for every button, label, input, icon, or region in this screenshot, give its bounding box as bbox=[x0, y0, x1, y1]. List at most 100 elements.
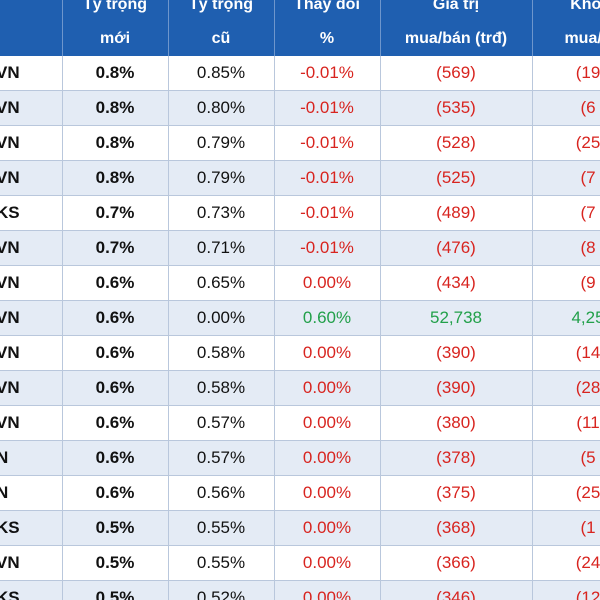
cell-stock-code: VN bbox=[0, 265, 63, 301]
cell-trade-value: (569) bbox=[380, 56, 533, 91]
cell-weight-change: 0.00% bbox=[274, 580, 381, 600]
cell-trade-value: (434) bbox=[380, 265, 533, 301]
cell-weight-change: 0.00% bbox=[274, 335, 381, 371]
cell-trade-value: (375) bbox=[380, 475, 533, 511]
cell-trade-volume: (14 bbox=[532, 335, 600, 371]
table-row: VN 0.8% 0.85% -0.01% (569) (19 bbox=[0, 56, 600, 91]
table-row: N 0.6% 0.57% 0.00% (378) (5 bbox=[0, 440, 600, 476]
table-row: VN 0.5% 0.55% 0.00% (366) (24 bbox=[0, 545, 600, 581]
cell-trade-volume: (11 bbox=[532, 405, 600, 441]
cell-old-weight: 0.56% bbox=[168, 475, 275, 511]
header-old-weight: Tỷ trọng bbox=[168, 0, 275, 22]
table-header: Tỷ trọng Tỷ trọng Thay đổi Giá trị Khối … bbox=[0, 0, 600, 56]
cell-old-weight: 0.79% bbox=[168, 125, 275, 161]
cell-stock-code: N bbox=[0, 440, 63, 476]
cell-new-weight: 0.6% bbox=[62, 335, 169, 371]
cell-stock-code: VN bbox=[0, 300, 63, 336]
cell-old-weight: 0.52% bbox=[168, 580, 275, 600]
header-old-weight-sub: cũ bbox=[168, 22, 275, 56]
cell-weight-change: -0.01% bbox=[274, 195, 381, 231]
cell-stock-code: KS bbox=[0, 510, 63, 546]
cell-weight-change: 0.00% bbox=[274, 405, 381, 441]
cell-weight-change: 0.00% bbox=[274, 475, 381, 511]
cell-stock-code: VN bbox=[0, 160, 63, 196]
cell-stock-code: VN bbox=[0, 56, 63, 91]
table-row: VN 0.8% 0.79% -0.01% (528) (25 bbox=[0, 125, 600, 161]
cell-new-weight: 0.8% bbox=[62, 56, 169, 91]
header-trade-volume: Khối bbox=[532, 0, 600, 22]
cell-weight-change: 0.60% bbox=[274, 300, 381, 336]
cell-trade-volume: (7 bbox=[532, 160, 600, 196]
cell-new-weight: 0.5% bbox=[62, 510, 169, 546]
table-row: KS 0.5% 0.52% 0.00% (346) (12 bbox=[0, 580, 600, 600]
cell-old-weight: 0.80% bbox=[168, 90, 275, 126]
cell-trade-volume: (8 bbox=[532, 230, 600, 266]
cell-trade-volume: (19 bbox=[532, 56, 600, 91]
header-row-2: mới cũ % mua/bán (trđ) mua/b bbox=[0, 22, 600, 56]
cell-trade-value: (380) bbox=[380, 405, 533, 441]
cell-trade-value: (535) bbox=[380, 90, 533, 126]
cell-trade-value: (368) bbox=[380, 510, 533, 546]
table-row: VN 0.8% 0.80% -0.01% (535) (6 bbox=[0, 90, 600, 126]
cell-new-weight: 0.6% bbox=[62, 405, 169, 441]
cell-old-weight: 0.85% bbox=[168, 56, 275, 91]
cell-stock-code: VN bbox=[0, 545, 63, 581]
cell-trade-volume: (9 bbox=[532, 265, 600, 301]
header-change: Thay đổi bbox=[274, 0, 381, 22]
cell-trade-volume: (24 bbox=[532, 545, 600, 581]
cell-new-weight: 0.8% bbox=[62, 125, 169, 161]
cell-weight-change: 0.00% bbox=[274, 440, 381, 476]
cell-trade-value: 52,738 bbox=[380, 300, 533, 336]
header-new-weight: Tỷ trọng bbox=[62, 0, 169, 22]
cell-trade-volume: 4,25 bbox=[532, 300, 600, 336]
cell-old-weight: 0.79% bbox=[168, 160, 275, 196]
cell-stock-code: KS bbox=[0, 580, 63, 600]
cell-stock-code: N bbox=[0, 475, 63, 511]
cell-weight-change: -0.01% bbox=[274, 125, 381, 161]
table-row: KS 0.7% 0.73% -0.01% (489) (7 bbox=[0, 195, 600, 231]
header-new-weight-sub: mới bbox=[62, 22, 169, 56]
cell-old-weight: 0.73% bbox=[168, 195, 275, 231]
cell-stock-code: VN bbox=[0, 90, 63, 126]
cell-trade-value: (476) bbox=[380, 230, 533, 266]
cell-old-weight: 0.55% bbox=[168, 545, 275, 581]
table-row: VN 0.8% 0.79% -0.01% (525) (7 bbox=[0, 160, 600, 196]
cell-trade-value: (525) bbox=[380, 160, 533, 196]
cell-trade-volume: (25 bbox=[532, 125, 600, 161]
cell-weight-change: -0.01% bbox=[274, 230, 381, 266]
header-trade-value: Giá trị bbox=[380, 0, 533, 22]
cell-weight-change: 0.00% bbox=[274, 545, 381, 581]
cell-new-weight: 0.6% bbox=[62, 265, 169, 301]
cell-old-weight: 0.65% bbox=[168, 265, 275, 301]
cell-weight-change: -0.01% bbox=[274, 56, 381, 91]
cell-weight-change: -0.01% bbox=[274, 160, 381, 196]
cell-new-weight: 0.6% bbox=[62, 440, 169, 476]
cell-weight-change: 0.00% bbox=[274, 370, 381, 406]
cell-trade-value: (489) bbox=[380, 195, 533, 231]
header-code-sub bbox=[0, 22, 63, 56]
header-change-sub: % bbox=[274, 22, 381, 56]
header-trade-value-sub: mua/bán (trđ) bbox=[380, 22, 533, 56]
cell-new-weight: 0.7% bbox=[62, 230, 169, 266]
table-row: VN 0.6% 0.57% 0.00% (380) (11 bbox=[0, 405, 600, 441]
cell-old-weight: 0.58% bbox=[168, 370, 275, 406]
cell-new-weight: 0.8% bbox=[62, 90, 169, 126]
cell-trade-value: (346) bbox=[380, 580, 533, 600]
cell-new-weight: 0.6% bbox=[62, 475, 169, 511]
cell-weight-change: -0.01% bbox=[274, 90, 381, 126]
cell-weight-change: 0.00% bbox=[274, 265, 381, 301]
cell-new-weight: 0.7% bbox=[62, 195, 169, 231]
table-body: VN 0.8% 0.85% -0.01% (569) (19 VN 0.8% 0.80% -0.0… bbox=[0, 56, 600, 600]
table-row: VN 0.7% 0.71% -0.01% (476) (8 bbox=[0, 230, 600, 266]
cell-stock-code: VN bbox=[0, 230, 63, 266]
table-row: KS 0.5% 0.55% 0.00% (368) (1 bbox=[0, 510, 600, 546]
cell-old-weight: 0.57% bbox=[168, 440, 275, 476]
cell-trade-volume: (5 bbox=[532, 440, 600, 476]
cell-stock-code: VN bbox=[0, 370, 63, 406]
cell-old-weight: 0.57% bbox=[168, 405, 275, 441]
cell-stock-code: VN bbox=[0, 125, 63, 161]
cell-trade-volume: (25 bbox=[532, 475, 600, 511]
cell-trade-value: (390) bbox=[380, 370, 533, 406]
